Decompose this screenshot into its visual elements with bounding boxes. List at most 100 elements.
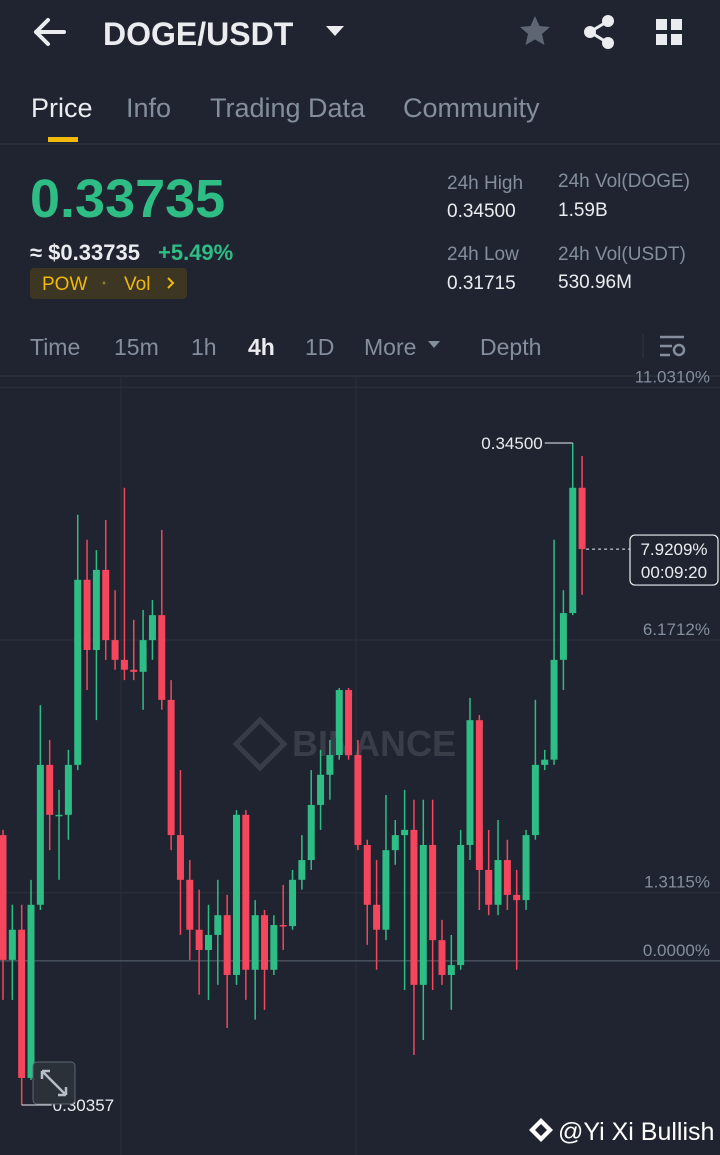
- grid-cell: [671, 34, 682, 45]
- candle-body: [102, 569, 110, 641]
- interval[interactable]: 1D: [305, 334, 334, 360]
- tab[interactable]: Community: [403, 93, 540, 123]
- interval[interactable]: 15m: [114, 334, 159, 360]
- grid-cell: [671, 19, 682, 30]
- interval[interactable]: Time: [30, 334, 80, 360]
- candle-body: [130, 669, 138, 672]
- interval[interactable]: 1h: [191, 334, 217, 360]
- stat-value: 0.31715: [447, 273, 516, 294]
- candle-body: [354, 755, 362, 845]
- current-price-label: 7.9209%: [640, 540, 707, 559]
- candle-body: [307, 804, 315, 861]
- tab[interactable]: Info: [126, 93, 171, 123]
- stat-value: 0.34500: [447, 201, 516, 222]
- candle-body: [92, 569, 100, 650]
- candle-body: [111, 640, 119, 660]
- expand-icon: [40, 1069, 68, 1097]
- candle-body: [176, 835, 184, 880]
- candle-body: [578, 487, 586, 550]
- candle-body: [298, 860, 306, 880]
- candle-body: [195, 929, 203, 951]
- candle-body: [326, 755, 334, 775]
- candle-body: [373, 904, 381, 930]
- candles: [0, 386, 720, 1105]
- menu-grid[interactable]: [656, 19, 682, 45]
- candle-body: [335, 690, 343, 756]
- candle-body: [279, 925, 287, 927]
- current-price-box: [629, 534, 719, 586]
- candle-body: [410, 829, 418, 985]
- symbol[interactable]: DOGE/USDT: [103, 16, 294, 52]
- stat-label: 24h Low: [447, 244, 519, 265]
- y-tick-label: 11.0310%: [635, 367, 710, 386]
- settings-lines: [660, 335, 684, 357]
- tag: Vol: [124, 274, 150, 295]
- candle-body: [223, 915, 231, 975]
- y-tick-label: 1.3115%: [644, 873, 710, 892]
- tab[interactable]: Trading Data: [210, 93, 366, 123]
- candle-body: [317, 774, 325, 805]
- interval-active[interactable]: 4h: [248, 334, 275, 360]
- candle-body: [382, 850, 390, 930]
- y-tick-label: 6.1712%: [643, 620, 710, 639]
- candle-body: [513, 894, 521, 901]
- stat-label: 24h Vol(USDT): [558, 244, 686, 265]
- back-arrow: [34, 18, 66, 46]
- tag-bar[interactable]: POW Vol: [30, 268, 187, 299]
- tab[interactable]: Price: [31, 93, 93, 123]
- chart-settings[interactable]: [660, 335, 686, 357]
- candle-body: [148, 615, 156, 641]
- grid-cell: [656, 34, 667, 45]
- last-price: 0.33735: [30, 169, 225, 229]
- candle-body: [466, 720, 474, 845]
- watermark-logo: [232, 716, 288, 772]
- candle-body: [419, 844, 427, 985]
- interval[interactable]: Depth: [480, 334, 541, 360]
- stat-label: 24h High: [447, 173, 523, 194]
- candle-body: [494, 860, 502, 905]
- candle-body: [27, 904, 35, 1078]
- candle-body: [0, 835, 7, 960]
- candle-body: [270, 925, 278, 970]
- candle-body: [214, 915, 222, 935]
- candle-body: [569, 487, 577, 614]
- watermark-text: BINANCE: [292, 723, 456, 764]
- candle-body: [64, 764, 72, 815]
- candle-body: [289, 879, 297, 927]
- symbol-dropdown[interactable]: [326, 26, 344, 36]
- candle-body: [345, 690, 353, 756]
- expand-button[interactable]: [32, 1061, 76, 1105]
- tag-separator: [102, 281, 106, 285]
- stat-label: 24h Vol(DOGE): [558, 171, 690, 192]
- approx-price: ≈ $0.33735: [30, 240, 140, 265]
- favorite-star[interactable]: [520, 16, 550, 45]
- y-tick-label: 0.0000%: [643, 941, 710, 960]
- candle-body: [55, 814, 63, 817]
- candle-body: [18, 929, 26, 1078]
- candle-body: [242, 814, 250, 970]
- stat-value: 530.96M: [558, 272, 632, 293]
- grid-cell: [656, 19, 667, 30]
- candle-body: [447, 965, 455, 975]
- share-button[interactable]: [584, 15, 614, 49]
- candle-body: [233, 814, 240, 975]
- countdown-label: 00:09:20: [641, 563, 707, 582]
- share-lines: [587, 19, 609, 45]
- interval[interactable]: More: [364, 334, 416, 360]
- candle-body: [363, 844, 371, 905]
- candle-body: [391, 835, 399, 851]
- candle-body: [503, 860, 511, 895]
- candle-body: [550, 659, 558, 760]
- tag: POW: [42, 274, 87, 295]
- more-dropdown[interactable]: [428, 341, 440, 348]
- settings-gear: [672, 343, 686, 357]
- tag-background: [30, 268, 187, 299]
- candle-body: [401, 829, 409, 836]
- candle-body: [167, 699, 175, 836]
- candle-body: [120, 659, 128, 670]
- candle-body: [8, 929, 16, 960]
- back-button[interactable]: [34, 18, 66, 46]
